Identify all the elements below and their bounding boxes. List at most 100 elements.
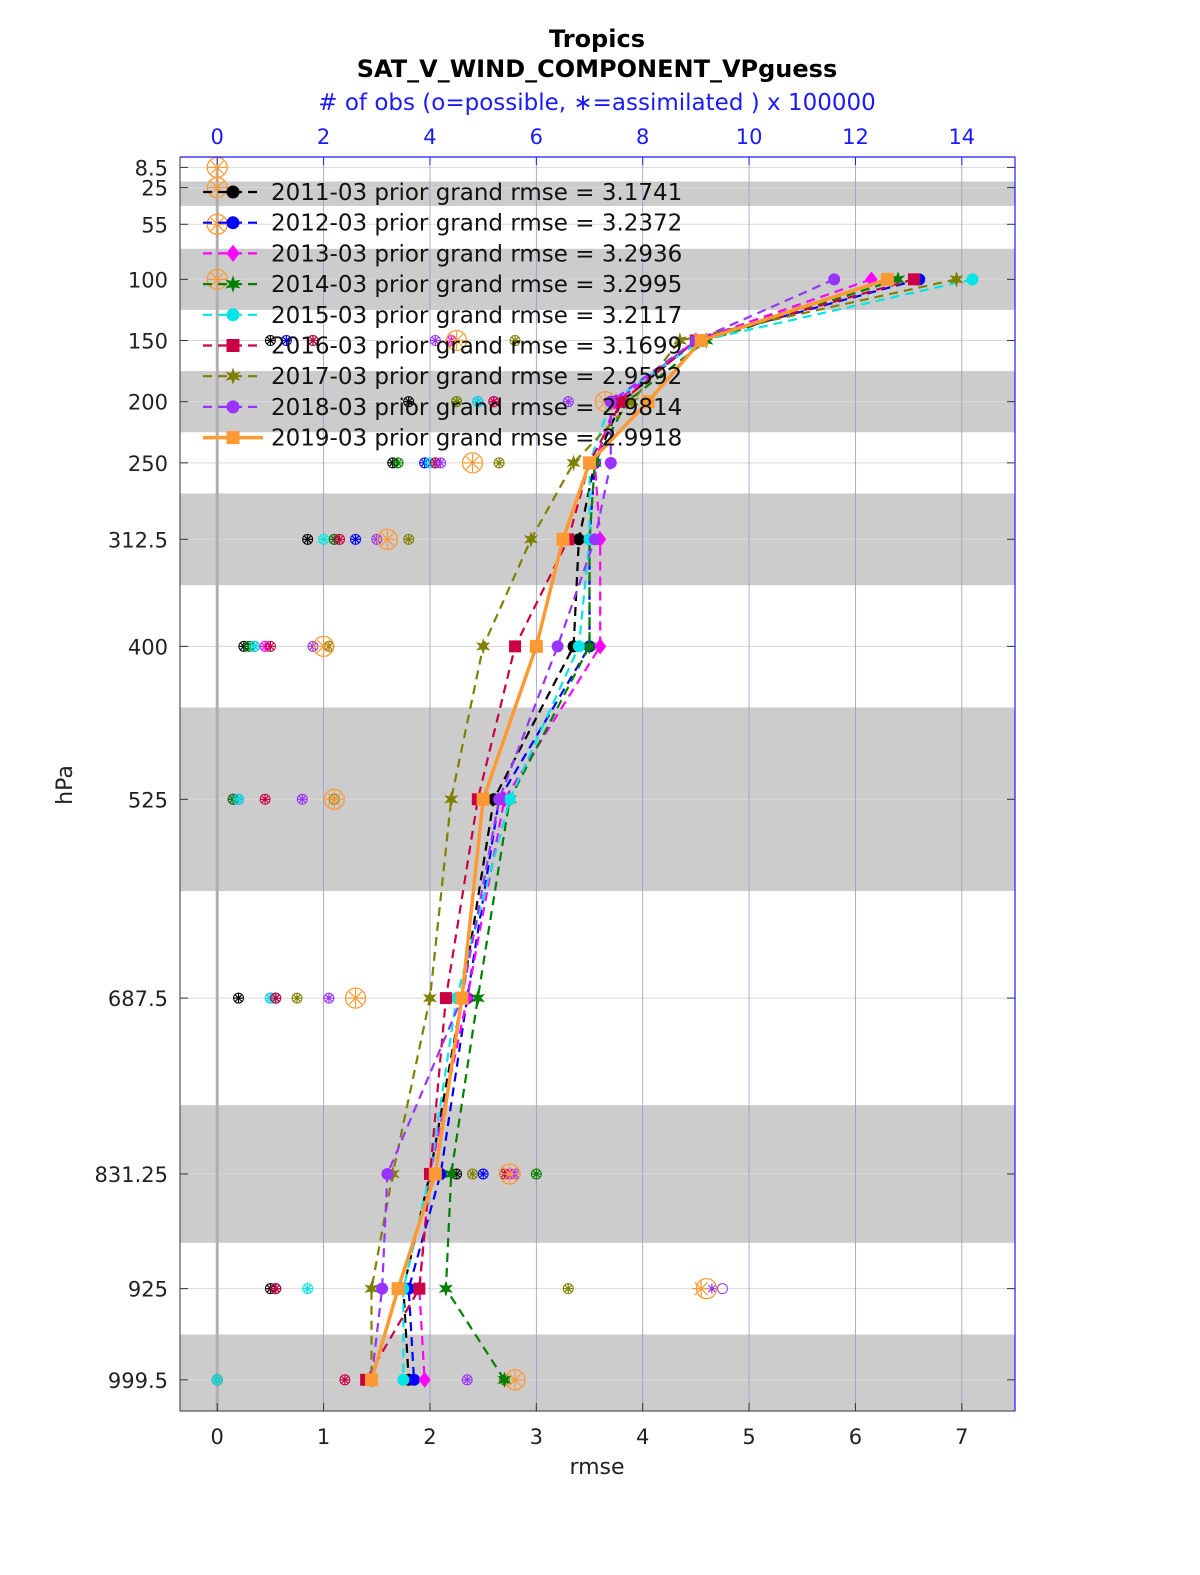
series-point-3-8: [444, 1165, 459, 1183]
obs-assimilated-8-13: [506, 1370, 525, 1389]
series-point-6-0: [949, 271, 964, 288]
series-point-6-2: [625, 393, 640, 410]
legend-marker-0: [226, 185, 240, 199]
series-point-5-5: [509, 640, 522, 653]
series-point-7-2: [604, 395, 617, 408]
obs-assimilated-1-11: [478, 1168, 489, 1179]
series-line-3: [444, 278, 899, 1381]
series-point-4-0: [966, 273, 979, 286]
y-tick-label-5: 200: [128, 391, 168, 415]
series-point-6-6: [444, 791, 459, 808]
obs-assimilated-0-10: [233, 993, 244, 1004]
obs-assimilated-7-5: [563, 396, 574, 407]
chart-subtitle: SAT_V_WIND_COMPONENT_VPguess: [357, 55, 837, 83]
obs-possible-7-12: [716, 1283, 728, 1295]
obs-assimilated-7-6: [435, 457, 446, 468]
series-point-7-9: [376, 1282, 389, 1295]
y-tick-label-8: 400: [128, 635, 168, 659]
obs-assimilated-4-13: [212, 1374, 223, 1385]
y-tick-label-2: 55: [141, 213, 168, 237]
series-point-8-10: [364, 1373, 378, 1387]
x-tick-label-5: 5: [742, 1425, 755, 1449]
legend-label-5: 2016-03 prior grand rmse = 3.1699: [271, 334, 682, 360]
top-tick-label-6: 12: [842, 125, 869, 149]
legend-marker-8: [226, 431, 240, 445]
series-point-2-10: [418, 1371, 431, 1388]
top-tick-label-5: 10: [736, 125, 763, 149]
series-point-2-5: [594, 638, 607, 655]
legend-marker-6: [225, 367, 241, 386]
obs-assimilated-7-10: [323, 993, 334, 1004]
obs-assimilated-8-7: [378, 530, 397, 549]
legend-label-0: 2011-03 prior grand rmse = 3.1741: [271, 180, 682, 206]
series-point-8-8: [428, 1167, 442, 1181]
obs-assimilated-8-8: [314, 637, 333, 656]
obs-assimilated-5-7: [334, 534, 345, 545]
obs-possible-8-4: [445, 329, 468, 352]
obs-assimilated-4-7: [318, 534, 329, 545]
obs-assimilated-6-10: [292, 993, 303, 1004]
series-point-5-7: [439, 992, 452, 1005]
top-tick-label-7: 14: [948, 125, 975, 149]
obs-assimilated-8-3: [208, 270, 227, 289]
series-point-8-2: [641, 395, 655, 409]
chart-title: Tropics: [549, 25, 645, 53]
obs-assimilated-5-10: [270, 993, 281, 1004]
obs-possible-8-6: [461, 452, 484, 474]
obs-assimilated-6-5: [451, 396, 462, 407]
x-tick-label-7: 7: [955, 1425, 968, 1449]
legend-label-7: 2018-03 prior grand rmse = 2.9814: [271, 395, 682, 421]
x-tick-label-3: 3: [530, 1425, 543, 1449]
obs-assimilated-4-8: [249, 641, 260, 652]
top-tick-label-3: 6: [530, 125, 543, 149]
obs-possible-8-9: [323, 788, 345, 810]
obs-possible-8-11: [499, 1163, 521, 1185]
legend-marker-4: [226, 308, 240, 322]
series-point-4-5: [572, 640, 585, 653]
obs-assimilated-5-13: [339, 1374, 350, 1385]
series-point-5-0: [907, 273, 920, 286]
legend-label-2: 2013-03 prior grand rmse = 3.2936: [271, 241, 682, 267]
legend-label-6: 2017-03 prior grand rmse = 2.9592: [271, 364, 682, 390]
y-tick-label-12: 925: [128, 1278, 168, 1302]
y-tick-label-10: 687.5: [108, 987, 168, 1011]
series-point-7-0: [828, 273, 841, 286]
obs-assimilated-7-4: [430, 335, 441, 346]
obs-assimilated-8-2: [208, 215, 227, 234]
obs-assimilated-3-11: [531, 1168, 542, 1179]
legend: 2011-03 prior grand rmse = 3.1741 2012-03…: [203, 180, 682, 452]
obs-assimilated-6-7: [403, 534, 414, 545]
rmse-series-lines: [360, 271, 979, 1389]
legend-marker-5: [226, 339, 240, 352]
series-point-6-7: [422, 989, 438, 1007]
y-tick-label-4: 150: [128, 330, 168, 354]
legend-marker-7: [226, 400, 240, 414]
y-tick-label-11: 831.25: [95, 1163, 168, 1187]
series-point-6-1: [672, 332, 688, 349]
obs-assimilated-5-5: [488, 396, 499, 407]
series-point-3-7: [470, 989, 486, 1007]
y-tick-label-1: 25: [141, 177, 168, 201]
top-tick-label-4: 8: [636, 125, 649, 149]
series-point-7-4: [588, 533, 601, 546]
x-tick-label-6: 6: [849, 1425, 862, 1449]
series-point-8-4: [556, 532, 570, 546]
shaded-band-6: [180, 1334, 1015, 1411]
series-point-8-9: [391, 1282, 405, 1296]
y-axis-label: hPa: [53, 765, 78, 805]
series-point-6-3: [566, 454, 581, 472]
obs-assimilated-0-4: [265, 335, 276, 346]
obs-possible-8-7: [376, 528, 399, 550]
series-point-3-10: [497, 1371, 512, 1389]
top-axis-label: # of obs (o=possible, ∗=assimilated ) x …: [318, 90, 876, 116]
series-point-6-4: [523, 531, 539, 548]
obs-assimilated-1-7: [350, 534, 361, 545]
x-tick-label-2: 2: [423, 1425, 436, 1449]
obs-assimilated-7-12: [706, 1283, 717, 1294]
top-tick-label-2: 4: [423, 125, 436, 149]
series-point-7-3: [604, 456, 617, 469]
series-point-3-9: [438, 1280, 454, 1297]
obs-assimilated-0-7: [302, 534, 313, 545]
obs-possible-8-10: [344, 987, 367, 1009]
